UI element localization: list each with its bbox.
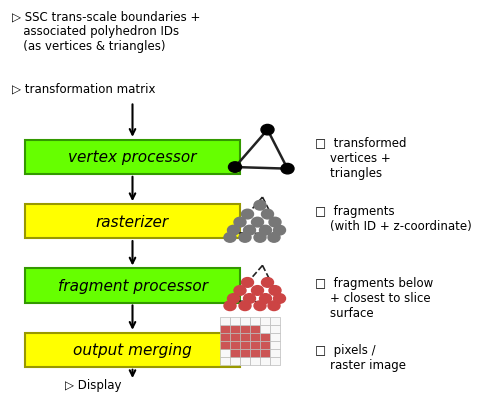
Bar (240, 333, 250, 341)
Circle shape (261, 125, 274, 136)
Text: rasterizer: rasterizer (96, 214, 169, 229)
Bar (240, 317, 250, 325)
Circle shape (260, 226, 272, 235)
Circle shape (260, 294, 272, 304)
Circle shape (244, 294, 256, 304)
Text: ▷ transformation matrix: ▷ transformation matrix (12, 82, 156, 95)
Circle shape (268, 301, 280, 311)
Text: vertex processor: vertex processor (68, 150, 197, 165)
Circle shape (262, 278, 274, 288)
Circle shape (269, 286, 281, 296)
Text: □  fragments below
    + closest to slice
    surface: □ fragments below + closest to slice sur… (315, 277, 433, 320)
Circle shape (242, 210, 254, 219)
Bar (240, 357, 250, 365)
Bar (25, 269, 240, 303)
Bar (230, 325, 240, 333)
Bar (25, 140, 240, 174)
Circle shape (269, 218, 281, 227)
Bar (260, 317, 270, 325)
Bar (230, 341, 240, 349)
Circle shape (274, 226, 285, 235)
Bar (220, 341, 230, 349)
Circle shape (224, 233, 236, 243)
Circle shape (281, 164, 294, 174)
Text: ▷ SSC trans-scale boundaries +
   associated polyhedron IDs
   (as vertices & tr: ▷ SSC trans-scale boundaries + associate… (12, 10, 201, 53)
Bar (220, 333, 230, 341)
Bar (25, 333, 240, 367)
Circle shape (252, 218, 264, 227)
Bar (230, 317, 240, 325)
Bar (260, 357, 270, 365)
Bar (220, 349, 230, 357)
Bar (260, 341, 270, 349)
Circle shape (274, 294, 285, 304)
Bar (240, 325, 250, 333)
Circle shape (224, 301, 236, 311)
Bar (230, 357, 240, 365)
Bar (230, 349, 240, 357)
Bar (220, 325, 230, 333)
Text: □  transformed
    vertices +
    triangles: □ transformed vertices + triangles (315, 136, 406, 179)
Circle shape (234, 286, 246, 296)
Circle shape (252, 286, 264, 296)
Circle shape (228, 294, 239, 304)
Bar (250, 341, 260, 349)
Bar (270, 317, 280, 325)
Bar (240, 341, 250, 349)
Bar (240, 349, 250, 357)
Bar (250, 325, 260, 333)
Bar (270, 341, 280, 349)
Circle shape (254, 301, 266, 311)
Circle shape (228, 162, 241, 173)
Circle shape (239, 233, 251, 243)
Text: □  pixels /
    raster image: □ pixels / raster image (315, 343, 406, 371)
Bar (270, 325, 280, 333)
Circle shape (228, 226, 239, 235)
Bar (260, 349, 270, 357)
Bar (220, 357, 230, 365)
Bar (250, 357, 260, 365)
Bar (220, 317, 230, 325)
Circle shape (244, 226, 256, 235)
Circle shape (239, 301, 251, 311)
Bar (25, 205, 240, 239)
Circle shape (268, 233, 280, 243)
Text: □  fragments
    (with ID + z-coordinate): □ fragments (with ID + z-coordinate) (315, 205, 472, 233)
Bar (270, 349, 280, 357)
Circle shape (234, 218, 246, 227)
Bar (260, 333, 270, 341)
Circle shape (262, 210, 274, 219)
Bar (250, 317, 260, 325)
Circle shape (242, 278, 254, 288)
Text: output merging: output merging (73, 342, 192, 357)
Circle shape (254, 201, 266, 211)
Bar (270, 357, 280, 365)
Bar (250, 333, 260, 341)
Circle shape (254, 233, 266, 243)
Text: ▷ Display: ▷ Display (65, 378, 122, 391)
Bar (260, 325, 270, 333)
Bar (270, 333, 280, 341)
Bar (230, 333, 240, 341)
Text: fragment processor: fragment processor (58, 278, 208, 293)
Bar (250, 349, 260, 357)
